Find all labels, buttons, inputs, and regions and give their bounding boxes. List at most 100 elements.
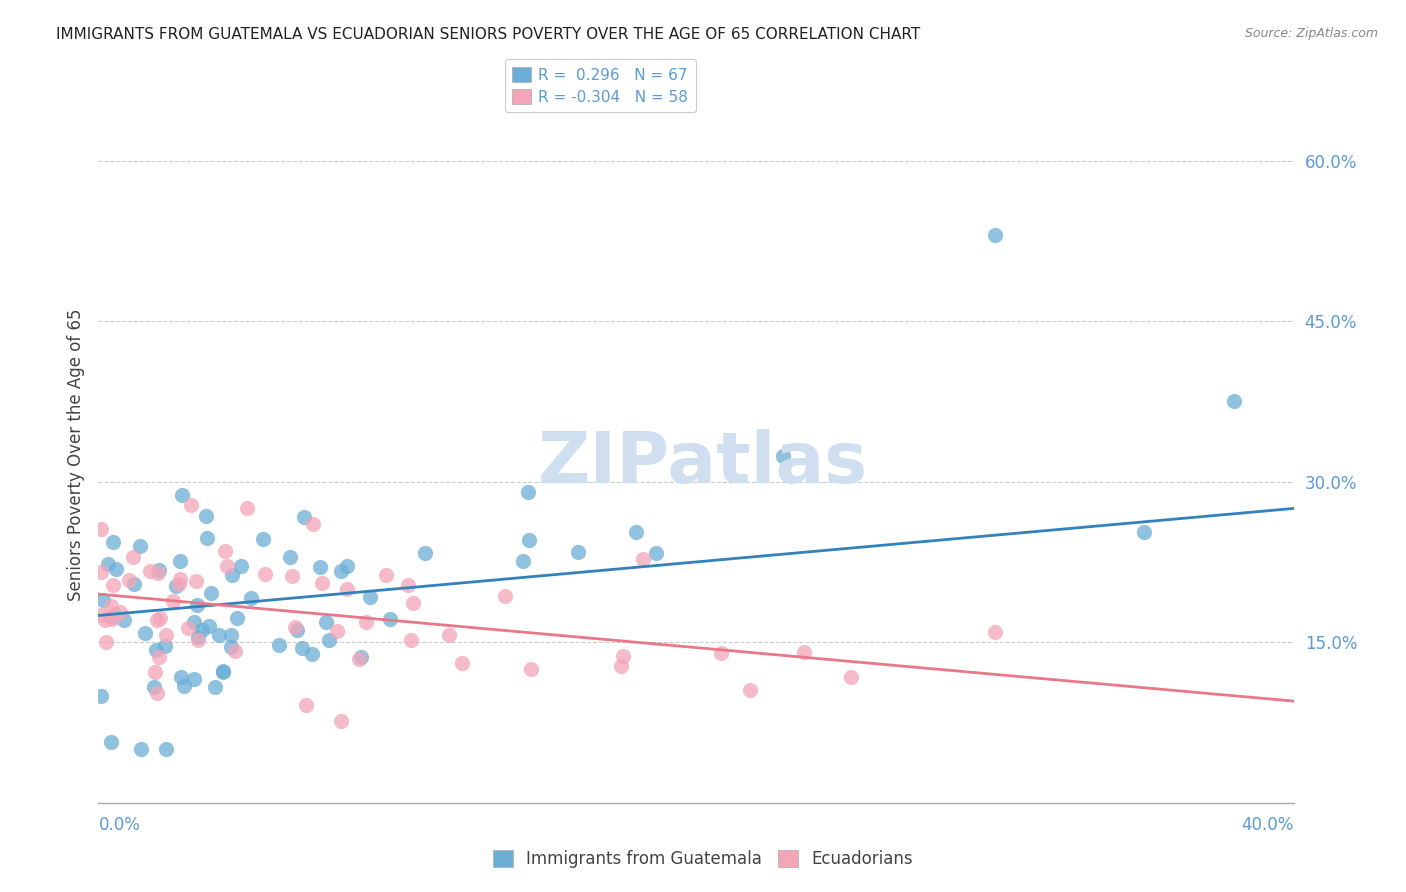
Legend: R =  0.296   N = 67, R = -0.304   N = 58: R = 0.296 N = 67, R = -0.304 N = 58 [505, 59, 696, 112]
Text: ZIPatlas: ZIPatlas [538, 429, 868, 499]
Text: 40.0%: 40.0% [1241, 816, 1294, 834]
Point [520, 662, 543, 676]
Point [122, 577, 145, 591]
Point [146, 566, 169, 580]
Point [318, 632, 340, 647]
Point [148, 649, 170, 664]
Point [186, 598, 208, 612]
Point [134, 626, 156, 640]
Point [413, 546, 436, 560]
Point [195, 531, 218, 545]
Point [170, 670, 193, 684]
Point [139, 565, 162, 579]
Point [793, 645, 815, 659]
Point [253, 567, 276, 582]
Point [1133, 525, 1156, 540]
Point [170, 488, 193, 502]
Point [146, 686, 169, 700]
Point [309, 560, 332, 574]
Point [229, 558, 252, 573]
Point [148, 563, 170, 577]
Point [219, 640, 242, 654]
Point [280, 550, 302, 565]
Point [284, 620, 307, 634]
Point [350, 650, 373, 665]
Point [224, 644, 246, 658]
Point [166, 579, 188, 593]
Point [301, 647, 323, 661]
Point [219, 628, 242, 642]
Point [143, 680, 166, 694]
Point [180, 498, 202, 512]
Text: IMMIGRANTS FROM GUATEMALA VS ECUADORIAN SENIORS POVERTY OVER THE AGE OF 65 CORRE: IMMIGRANTS FROM GUATEMALA VS ECUADORIAN … [56, 27, 921, 42]
Point [239, 591, 262, 606]
Point [173, 679, 195, 693]
Point [302, 517, 325, 532]
Point [195, 508, 218, 523]
Text: 0.0%: 0.0% [98, 816, 141, 834]
Point [101, 578, 124, 592]
Point [128, 539, 150, 553]
Point [112, 613, 135, 627]
Point [624, 524, 647, 539]
Point [354, 615, 377, 629]
Point [167, 577, 190, 591]
Point [291, 640, 314, 655]
Point [118, 573, 141, 587]
Point [90, 566, 112, 580]
Point [90, 608, 112, 623]
Point [517, 533, 540, 547]
Point [336, 559, 359, 574]
Point [645, 546, 668, 560]
Point [329, 714, 352, 728]
Point [146, 613, 169, 627]
Point [236, 501, 259, 516]
Point [984, 228, 1007, 243]
Point [226, 611, 249, 625]
Point [396, 578, 419, 592]
Point [214, 543, 236, 558]
Point [329, 565, 352, 579]
Point [100, 735, 122, 749]
Point [517, 485, 540, 500]
Point [177, 621, 200, 635]
Point [325, 624, 347, 639]
Point [90, 689, 112, 703]
Point [295, 698, 318, 713]
Point [183, 672, 205, 686]
Point [97, 557, 120, 571]
Point [143, 665, 166, 679]
Point [90, 522, 112, 536]
Point [359, 590, 381, 604]
Point [374, 568, 396, 582]
Point [155, 742, 177, 756]
Point [101, 610, 124, 624]
Point [336, 582, 359, 597]
Point [187, 633, 209, 648]
Point [162, 594, 184, 608]
Point [149, 611, 172, 625]
Point [402, 596, 425, 610]
Point [267, 638, 290, 652]
Point [100, 599, 122, 614]
Point [380, 612, 402, 626]
Point [1223, 394, 1246, 409]
Point [285, 623, 308, 637]
Point [108, 605, 131, 619]
Point [104, 607, 127, 621]
Point [512, 554, 534, 568]
Point [494, 589, 516, 603]
Point [131, 742, 153, 756]
Point [311, 576, 333, 591]
Point [451, 657, 474, 671]
Point [281, 569, 304, 583]
Text: Source: ZipAtlas.com: Source: ZipAtlas.com [1244, 27, 1378, 40]
Point [101, 611, 124, 625]
Point [212, 664, 235, 678]
Point [399, 632, 422, 647]
Point [183, 615, 205, 630]
Y-axis label: Seniors Poverty Over the Age of 65: Seniors Poverty Over the Age of 65 [66, 309, 84, 601]
Point [315, 615, 337, 630]
Point [153, 639, 176, 653]
Point [208, 627, 231, 641]
